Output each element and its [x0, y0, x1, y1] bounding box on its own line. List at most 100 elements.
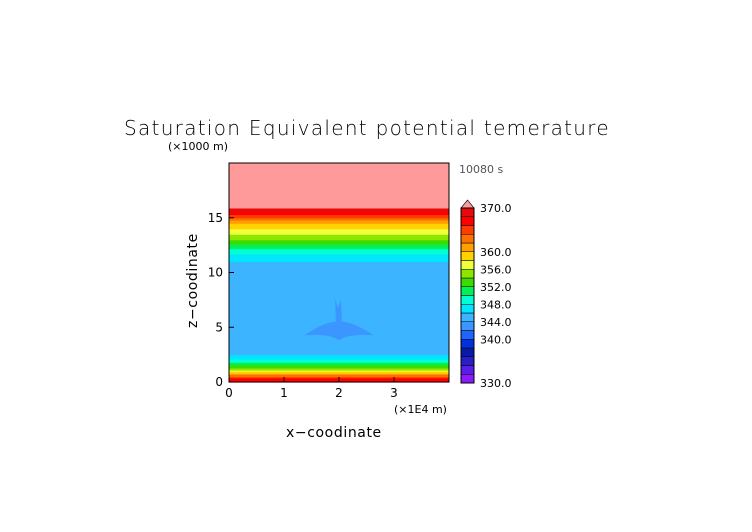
colorbar-swatch — [460, 207, 475, 217]
contour-band — [229, 361, 449, 363]
contour-band — [229, 167, 449, 170]
contour-band — [229, 240, 449, 243]
contour-band — [229, 254, 449, 257]
contour-band — [229, 280, 449, 282]
contour-band — [229, 348, 449, 350]
contour-band — [229, 272, 449, 275]
y-tick-label: 10 — [208, 266, 223, 280]
colorbar-swatch — [460, 304, 475, 314]
anomaly-region — [304, 321, 374, 341]
contour-band — [229, 295, 449, 298]
contour-band — [229, 267, 449, 269]
contour-band — [229, 343, 449, 346]
contour-band — [229, 371, 449, 373]
contour-band — [229, 262, 449, 265]
contour-band — [229, 367, 449, 370]
contour-band — [229, 252, 449, 255]
contour-band — [229, 375, 449, 378]
colorbar-swatch — [460, 216, 475, 226]
contour-band — [229, 287, 449, 290]
contour-band — [229, 231, 449, 234]
contour-band — [229, 221, 449, 223]
colorbar: 370.0 360.0 356.0 352.0 348.0 344.0 340.0 330.0 — [460, 199, 512, 390]
contour-band — [229, 207, 449, 210]
y-tick-label: 15 — [208, 211, 223, 225]
contour-band — [229, 296, 449, 299]
contour-band — [229, 293, 449, 295]
contour-band — [229, 342, 449, 345]
contour-band — [229, 340, 449, 343]
contour-band — [229, 290, 449, 292]
contour-band — [229, 276, 449, 279]
contour-band — [229, 208, 449, 211]
colorbar-swatch — [460, 225, 475, 235]
contour-band — [229, 359, 449, 361]
contour-band — [229, 302, 449, 304]
colorbar-tick-label: 352.0 — [480, 281, 512, 294]
colorbar-swatch — [460, 242, 475, 252]
contour-band — [229, 250, 449, 253]
contour-band — [229, 344, 449, 347]
contour-band — [229, 299, 449, 302]
contour-band — [229, 163, 449, 165]
contour-band — [229, 172, 449, 175]
contour-band — [229, 281, 449, 283]
contour-band — [229, 210, 449, 212]
contour-band — [229, 219, 449, 222]
contour-band — [229, 279, 449, 281]
contour-band — [229, 215, 449, 218]
y-axis: 0 5 10 15 — [208, 211, 234, 389]
contour-band — [229, 241, 449, 244]
x-tick-label: 0 — [225, 386, 233, 400]
contour-band — [229, 365, 449, 368]
contour-band — [229, 228, 449, 231]
contour-band — [229, 265, 449, 268]
contour-band — [229, 256, 449, 258]
contour-band — [229, 354, 449, 357]
colorbar-tick-label: 370.0 — [480, 202, 512, 215]
contour-band — [229, 245, 449, 247]
contour-band — [229, 372, 449, 374]
contour-band — [229, 176, 449, 178]
time-label: 10080 s — [459, 163, 503, 176]
contour-band — [229, 294, 449, 297]
contour-band — [229, 263, 449, 266]
contour-band — [229, 285, 449, 288]
contour-band — [229, 234, 449, 236]
contour-band — [229, 195, 449, 198]
colorbar-swatch — [460, 234, 475, 244]
contour-band — [229, 369, 449, 372]
contour-band — [229, 202, 449, 205]
contour-band — [229, 298, 449, 301]
contour-band — [229, 198, 449, 200]
contour-band — [229, 356, 449, 359]
y-axis-unit: (×1000 m) — [168, 140, 228, 153]
x-tick-label: 2 — [335, 386, 343, 400]
contour-band — [229, 363, 449, 366]
contour-band — [229, 303, 449, 305]
x-axis-label: x−coodinate — [286, 425, 382, 441]
x-axis-unit: (×1E4 m) — [394, 403, 447, 416]
contour-band — [229, 257, 449, 259]
contour-band — [229, 213, 449, 216]
contour-band — [229, 249, 449, 252]
colorbar-tick-label: 344.0 — [480, 316, 512, 329]
contour-band — [229, 214, 449, 217]
contour-band — [229, 201, 449, 204]
contour-band — [229, 227, 449, 230]
x-tick-label: 1 — [280, 386, 288, 400]
contour-band — [229, 187, 449, 189]
contour-band — [229, 189, 449, 191]
contour-band — [229, 185, 449, 188]
contour-band — [229, 237, 449, 240]
contour-band — [229, 225, 449, 228]
contour-band — [229, 357, 449, 360]
contour-band — [229, 291, 449, 293]
contour-band — [229, 264, 449, 267]
x-axis: 0 1 2 3 — [225, 377, 398, 400]
contour-band — [229, 288, 449, 291]
contour-band — [229, 173, 449, 176]
contour-band — [229, 286, 449, 289]
contour-band — [229, 223, 449, 225]
